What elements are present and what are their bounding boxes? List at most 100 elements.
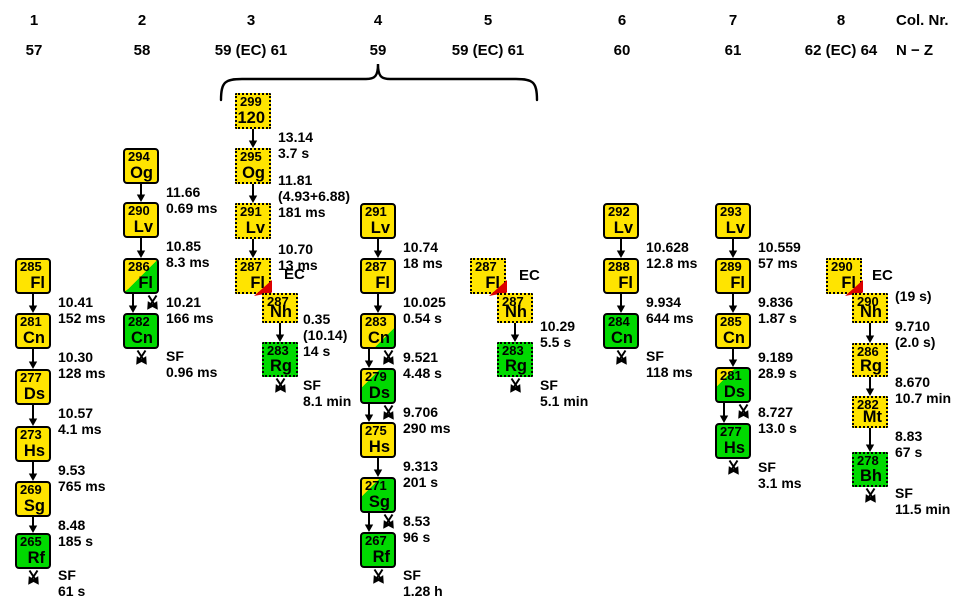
alpha-decay-arrow [128, 294, 138, 313]
nuclide-269Sg: 269 Sg [15, 481, 51, 517]
decay-label: 10.21 166 ms [166, 294, 213, 326]
element-symbol: Sg [368, 493, 390, 511]
element-symbol: 120 [237, 109, 265, 127]
element-symbol: Ds [723, 383, 745, 401]
mass-number: 287 [502, 294, 524, 309]
decay-label-line: (2.0 s) [895, 334, 936, 350]
decay-label-line: 8.53 [403, 513, 431, 529]
nuclide-278Bh: 278 Bh [852, 452, 888, 487]
decay-label-line: 1.87 s [758, 310, 797, 326]
alpha-decay-arrow [364, 349, 374, 368]
mass-number: 281 [20, 314, 42, 329]
element-symbol: Cn [723, 329, 745, 347]
mass-number: 290 [857, 294, 879, 309]
mass-number: 283 [365, 314, 387, 329]
decay-label-line: 8.670 [895, 374, 931, 390]
nuclide-287Nh: 287 Nh [262, 293, 298, 323]
alpha-decay-arrow [28, 294, 38, 313]
alpha-decay-arrow [373, 458, 383, 477]
element-symbol: Sg [23, 497, 45, 515]
mass-number: 273 [20, 427, 42, 442]
decay-label-line: 11.66 [166, 184, 201, 200]
col-nz-6: 60 [613, 42, 631, 59]
decay-label: 8.48 185 s [58, 517, 93, 549]
nuclide-285Cn: 285 Cn [715, 313, 751, 349]
sf-arrows [383, 349, 394, 365]
decay-label-line: 10.57 [58, 405, 94, 421]
alpha-decay-arrow [248, 184, 258, 203]
alpha-decay-arrow [373, 294, 383, 313]
alpha-decay-arrow [719, 403, 729, 423]
element-symbol: Bh [860, 467, 882, 485]
decay-label-line: 61 s [58, 583, 86, 599]
decay-label: (19 s) [895, 288, 932, 304]
decay-label: 9.313 201 s [403, 458, 438, 490]
nuclide-282Cn: 282 Cn [123, 313, 159, 349]
element-symbol: Nh [505, 303, 527, 321]
element-symbol: Rg [505, 357, 527, 375]
nuclide-287Fl: 287 Fl [235, 258, 272, 296]
sf-arrows [147, 294, 158, 310]
mass-number: 292 [608, 204, 630, 219]
col-number-5: 5 [483, 12, 493, 29]
decay-label-line: 9.521 [403, 349, 439, 365]
alpha-decay-arrow [728, 239, 738, 258]
decay-label: SF 1.28 h [403, 567, 443, 599]
element-symbol: Og [242, 164, 265, 182]
decay-label-line: 10.74 [403, 239, 439, 255]
col-nz-3: 59 (EC) 61 [214, 42, 288, 59]
nuclide-287Nh: 287 Nh [497, 293, 533, 323]
element-symbol: Fl [138, 274, 153, 292]
decay-label: 8.670 10.7 min [895, 374, 951, 406]
mass-number: 287 [240, 259, 262, 274]
sf-arrows [136, 349, 147, 365]
decay-label-line: 181 ms [278, 204, 326, 220]
decay-label-line: 1.28 h [403, 583, 443, 599]
decay-label-line: (19 s) [895, 288, 932, 304]
decay-label-line: 13.0 s [758, 420, 797, 436]
decay-label-line: SF [758, 459, 776, 475]
sf-arrows [28, 569, 39, 585]
decay-label-line: 8.727 [758, 404, 794, 420]
mass-number: 271 [365, 478, 387, 493]
element-symbol: Fl [250, 274, 265, 292]
nz-label: N − Z [896, 42, 934, 59]
nuclide-275Hs: 275 Hs [360, 422, 396, 458]
element-symbol: Rf [27, 549, 45, 567]
mass-number: 294 [128, 149, 150, 164]
nuclide-288Fl: 288 Fl [603, 258, 639, 294]
decay-label: 13.14 3.7 s [278, 129, 313, 161]
mass-number: 267 [365, 533, 387, 548]
col-nr-label: Col. Nr. [896, 12, 949, 29]
decay-label-line: 10.628 [646, 239, 689, 255]
decay-label-line: 3.1 ms [758, 475, 802, 491]
decay-label-line: 8.48 [58, 517, 86, 533]
alpha-decay-arrow [728, 349, 738, 367]
element-symbol: Fl [730, 274, 745, 292]
nuclide-271Sg: 271 Sg [360, 477, 396, 513]
decay-label: 10.70 13 ms [278, 241, 318, 273]
element-symbol: Lv [245, 219, 265, 237]
mass-number: 287 [267, 294, 289, 309]
decay-label-line: SF [58, 567, 76, 583]
decay-label-line: 9.189 [758, 349, 794, 365]
col-nz-7: 61 [724, 42, 742, 59]
alpha-decay-arrow [28, 349, 38, 369]
decay-label-line: 166 ms [166, 310, 214, 326]
decay-label-line: SF [540, 377, 558, 393]
nuclide-281Cn: 281 Cn [15, 313, 51, 349]
alpha-decay-arrow [865, 323, 875, 343]
element-symbol: Og [130, 164, 153, 182]
ec-label: EC [284, 266, 305, 283]
nuclide-291Lv: 291 Lv [360, 203, 396, 239]
nuclide-292Lv: 292 Lv [603, 203, 639, 239]
decay-label-line: 201 s [403, 474, 439, 490]
decay-label-line: SF [646, 348, 664, 364]
mass-number: 288 [608, 259, 630, 274]
decay-label-line: 11.81 [278, 172, 313, 188]
decay-label-line: 9.706 [403, 404, 439, 420]
decay-label: SF 11.5 min [895, 485, 950, 517]
decay-label-line: 13 ms [278, 257, 318, 273]
mass-number: 286 [128, 259, 150, 274]
nuclide-287Fl: 287 Fl [360, 258, 396, 294]
